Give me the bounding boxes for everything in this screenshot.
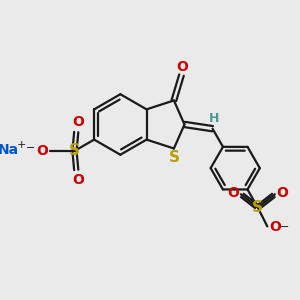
Text: O: O xyxy=(227,186,239,200)
Text: −: − xyxy=(280,222,289,233)
Text: Na: Na xyxy=(0,143,19,157)
Text: O: O xyxy=(269,220,281,234)
Text: O: O xyxy=(176,60,188,74)
Text: S: S xyxy=(169,150,180,165)
Text: O: O xyxy=(72,173,84,187)
Text: S: S xyxy=(69,143,80,158)
Text: O: O xyxy=(277,186,288,200)
Text: −: − xyxy=(26,143,36,153)
Text: O: O xyxy=(72,115,84,129)
Text: H: H xyxy=(209,112,220,125)
Text: S: S xyxy=(252,200,263,215)
Text: +: + xyxy=(17,140,26,150)
Text: O: O xyxy=(36,144,48,158)
